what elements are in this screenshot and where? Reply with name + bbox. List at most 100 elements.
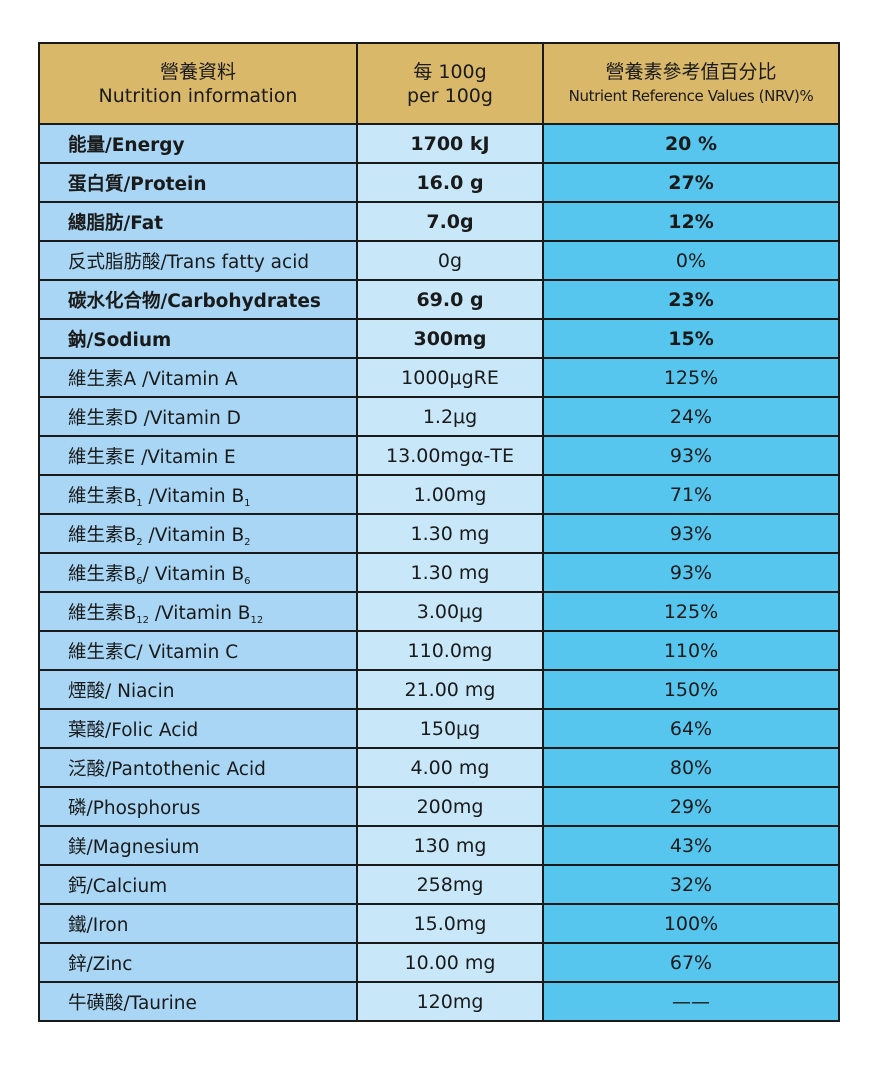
table-row: 反式脂肪酸/Trans fatty acid 0g 0% bbox=[38, 240, 840, 281]
nutrition-table-container: 營養資料 Nutrition information 每 100g per 10… bbox=[38, 42, 840, 1022]
nutrient-name: 鈉/Sodium bbox=[38, 318, 358, 359]
nutrient-amount: 300mg bbox=[356, 318, 544, 359]
table-row: 能量/Energy 1700 kJ 20 % bbox=[38, 123, 840, 164]
name-zh-part: 維生素B bbox=[68, 602, 137, 624]
header-nrv: 營養素參考值百分比 Nutrient Reference Values (NRV… bbox=[542, 42, 840, 125]
table-row: 鎂/Magnesium 130 mg 43% bbox=[38, 825, 840, 866]
nutrient-nrv: 125% bbox=[542, 357, 840, 398]
nutrient-nrv: 43% bbox=[542, 825, 840, 866]
nutrient-nrv: 20 % bbox=[542, 123, 840, 164]
nutrient-name: 維生素B6/ Vitamin B6 bbox=[38, 552, 358, 593]
name-en-part: /Vitamin B bbox=[148, 602, 251, 624]
nutrient-nrv: 32% bbox=[542, 864, 840, 905]
nutrient-name: 能量/Energy bbox=[38, 123, 358, 164]
table-row: 維生素B2 /Vitamin B2 1.30 mg 93% bbox=[38, 513, 840, 554]
table-row: 葉酸/Folic Acid 150μg 64% bbox=[38, 708, 840, 749]
nutrient-amount: 1000μgRE bbox=[356, 357, 544, 398]
nutrient-name: 鈣/Calcium bbox=[38, 864, 358, 905]
nutrient-name: 維生素B1 /Vitamin B1 bbox=[38, 474, 358, 515]
nutrient-name: 碳水化合物/Carbohydrates bbox=[38, 279, 358, 320]
table-row: 碳水化合物/Carbohydrates 69.0 g 23% bbox=[38, 279, 840, 320]
table-row: 鈣/Calcium 258mg 32% bbox=[38, 864, 840, 905]
name-zh-part: 維生素B bbox=[68, 524, 137, 546]
nutrient-name: 煙酸/ Niacin bbox=[38, 669, 358, 710]
nutrient-nrv: 64% bbox=[542, 708, 840, 749]
nutrient-nrv: 93% bbox=[542, 552, 840, 593]
table-row: 總脂肪/Fat 7.0g 12% bbox=[38, 201, 840, 242]
table-row: 維生素C/ Vitamin C 110.0mg 110% bbox=[38, 630, 840, 671]
nutrient-nrv: 71% bbox=[542, 474, 840, 515]
subscript: 6 bbox=[136, 575, 143, 587]
nutrient-amount: 1.00mg bbox=[356, 474, 544, 515]
table-row: 煙酸/ Niacin 21.00 mg 150% bbox=[38, 669, 840, 710]
nutrient-amount: 1.30 mg bbox=[356, 552, 544, 593]
nutrient-amount: 4.00 mg bbox=[356, 747, 544, 788]
table-row: 牛磺酸/Taurine 120mg —— bbox=[38, 981, 840, 1022]
nutrient-amount: 7.0g bbox=[356, 201, 544, 242]
nutrient-name: 鎂/Magnesium bbox=[38, 825, 358, 866]
header-per-100g: 每 100g per 100g bbox=[356, 42, 544, 125]
nutrient-nrv: 80% bbox=[542, 747, 840, 788]
nutrient-name: 蛋白質/Protein bbox=[38, 162, 358, 203]
table-row: 蛋白質/Protein 16.0 g 27% bbox=[38, 162, 840, 203]
table-row: 維生素A /Vitamin A 1000μgRE 125% bbox=[38, 357, 840, 398]
nutrient-name: 葉酸/Folic Acid bbox=[38, 708, 358, 749]
nutrient-amount: 69.0 g bbox=[356, 279, 544, 320]
table-row: 維生素E /Vitamin E 13.00mgα-TE 93% bbox=[38, 435, 840, 476]
table-row: 磷/Phosphorus 200mg 29% bbox=[38, 786, 840, 827]
name-en-part: /Vitamin B bbox=[142, 485, 245, 507]
nutrient-amount: 15.0mg bbox=[356, 903, 544, 944]
nutrient-name: 鋅/Zinc bbox=[38, 942, 358, 983]
table-row: 泛酸/Pantothenic Acid 4.00 mg 80% bbox=[38, 747, 840, 788]
nutrient-name: 磷/Phosphorus bbox=[38, 786, 358, 827]
name-zh-part: 維生素B bbox=[68, 563, 137, 585]
nutrient-nrv: 93% bbox=[542, 435, 840, 476]
nutrient-amount: 10.00 mg bbox=[356, 942, 544, 983]
nutrient-amount: 130 mg bbox=[356, 825, 544, 866]
header-nutrition-information: 營養資料 Nutrition information bbox=[38, 42, 358, 125]
nutrient-name: 反式脂肪酸/Trans fatty acid bbox=[38, 240, 358, 281]
nutrient-nrv: 12% bbox=[542, 201, 840, 242]
table-row: 鋅/Zinc 10.00 mg 67% bbox=[38, 942, 840, 983]
nutrient-name: 維生素E /Vitamin E bbox=[38, 435, 358, 476]
nutrient-amount: 13.00mgα-TE bbox=[356, 435, 544, 476]
header-col1-en: Nutrition information bbox=[98, 84, 298, 107]
nutrient-amount: 150μg bbox=[356, 708, 544, 749]
table-row: 鈉/Sodium 300mg 15% bbox=[38, 318, 840, 359]
table-row: 維生素D /Vitamin D 1.2μg 24% bbox=[38, 396, 840, 437]
name-en-part: / Vitamin B bbox=[142, 563, 245, 585]
nutrient-nrv: —— bbox=[542, 981, 840, 1022]
nutrient-amount: 1.30 mg bbox=[356, 513, 544, 554]
nutrient-name: 維生素A /Vitamin A bbox=[38, 357, 358, 398]
table-body: 能量/Energy 1700 kJ 20 % 蛋白質/Protein 16.0 … bbox=[38, 123, 840, 1022]
nutrient-nrv: 23% bbox=[542, 279, 840, 320]
subscript: 12 bbox=[250, 614, 264, 626]
header-col1-zh: 營養資料 bbox=[159, 60, 236, 83]
nutrient-name: 總脂肪/Fat bbox=[38, 201, 358, 242]
subscript: 2 bbox=[136, 536, 143, 548]
name-en-part: /Vitamin B bbox=[142, 524, 245, 546]
subscript: 1 bbox=[136, 497, 143, 509]
nutrient-name: 泛酸/Pantothenic Acid bbox=[38, 747, 358, 788]
nutrient-nrv: 150% bbox=[542, 669, 840, 710]
header-col2-en: per 100g bbox=[407, 84, 493, 107]
subscript: 2 bbox=[244, 536, 251, 548]
nutrient-nrv: 24% bbox=[542, 396, 840, 437]
subscript: 6 bbox=[244, 575, 251, 587]
table-header-row: 營養資料 Nutrition information 每 100g per 10… bbox=[38, 42, 840, 125]
table-row: 維生素B1 /Vitamin B1 1.00mg 71% bbox=[38, 474, 840, 515]
nutrient-amount: 1700 kJ bbox=[356, 123, 544, 164]
nutrient-amount: 3.00μg bbox=[356, 591, 544, 632]
name-zh-part: 維生素B bbox=[68, 485, 137, 507]
nutrient-amount: 21.00 mg bbox=[356, 669, 544, 710]
table-row: 鐵/Iron 15.0mg 100% bbox=[38, 903, 840, 944]
nutrient-nrv: 100% bbox=[542, 903, 840, 944]
table-row: 維生素B6/ Vitamin B6 1.30 mg 93% bbox=[38, 552, 840, 593]
header-col2-zh: 每 100g bbox=[413, 60, 487, 83]
nutrient-nrv: 0% bbox=[542, 240, 840, 281]
header-col3-en: Nutrient Reference Values (NRV)% bbox=[568, 86, 814, 105]
nutrient-name: 鐵/Iron bbox=[38, 903, 358, 944]
nutrient-name: 牛磺酸/Taurine bbox=[38, 981, 358, 1022]
nutrient-name: 維生素C/ Vitamin C bbox=[38, 630, 358, 671]
nutrient-name: 維生素D /Vitamin D bbox=[38, 396, 358, 437]
